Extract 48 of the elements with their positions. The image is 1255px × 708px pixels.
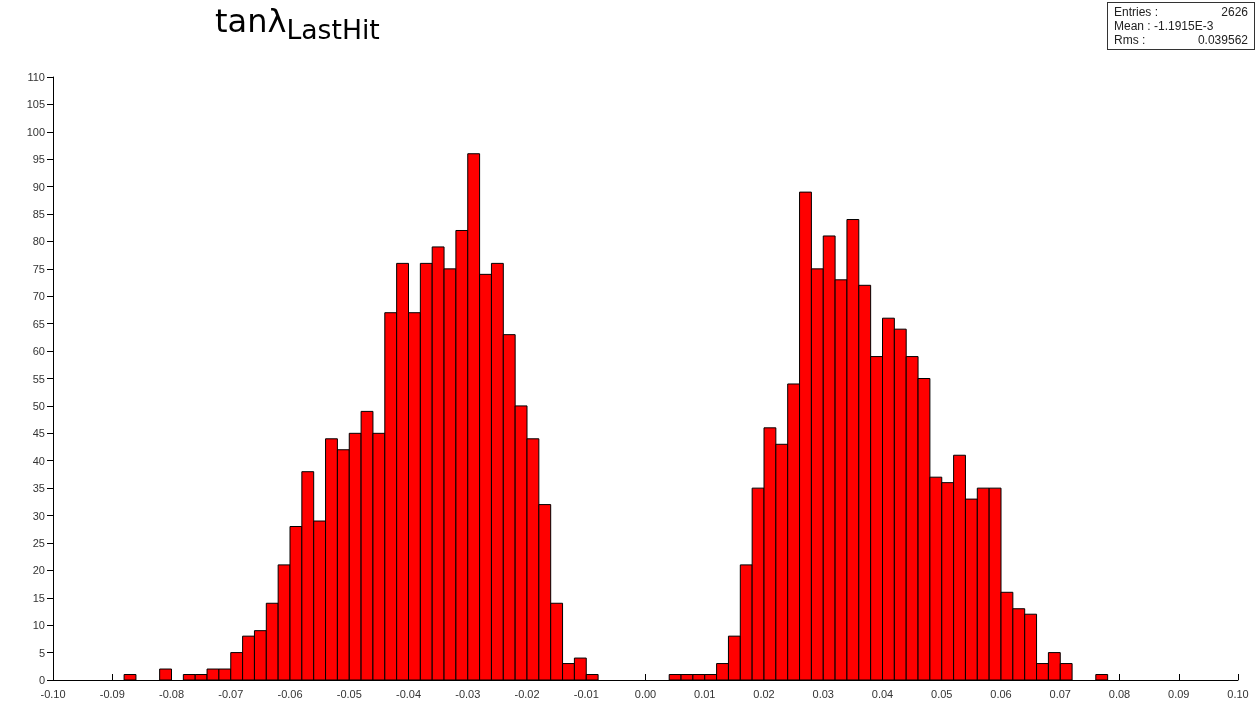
y-tick-label: 55 <box>32 372 45 385</box>
y-tick-label: 35 <box>32 482 45 495</box>
y-tick-label: 0 <box>38 674 45 686</box>
y-tick-label: 50 <box>32 399 45 412</box>
text: Mean : -1.1915E-3 <box>1114 19 1214 33</box>
y-tick-label: 110 <box>27 71 45 83</box>
y-tick-label: 100 <box>26 125 45 138</box>
x-tick-label: 0.09 <box>1168 687 1190 700</box>
x-tick-label: -0.03 <box>455 687 481 700</box>
y-tick-label: 40 <box>32 454 45 467</box>
y-tick-label: 80 <box>32 235 45 248</box>
chart-title: tanλ$_{LastHit}$ <box>215 2 380 46</box>
y-tick-label: 5 <box>38 646 45 659</box>
y-tick-label: 25 <box>32 536 45 549</box>
x-tick-label: 0.05 <box>931 687 953 700</box>
x-tick-label: -0.05 <box>336 687 362 700</box>
x-tick-label: -0.10 <box>40 687 66 700</box>
y-tick-label: 20 <box>32 564 45 577</box>
y-tick-label: 75 <box>32 262 45 275</box>
y-tick-label: 90 <box>32 180 45 193</box>
x-tick-label: 0.00 <box>634 687 657 700</box>
x-tick-label: -0.06 <box>277 687 303 700</box>
y-tick-label: 10 <box>32 619 45 632</box>
y-tick-label: 70 <box>32 290 45 303</box>
x-tick-label: 0.10 <box>1227 687 1249 700</box>
y-tick-label: 105 <box>26 98 45 111</box>
x-tick-label: -0.07 <box>218 687 244 700</box>
y-tick-label: 30 <box>32 509 45 522</box>
x-tick-label: 0.04 <box>871 687 894 700</box>
x-tick-label: -0.04 <box>395 687 422 700</box>
y-tick-label: 65 <box>32 317 45 330</box>
text: Entries : 2626 <box>1114 5 1248 19</box>
y-tick-label: 95 <box>32 153 45 166</box>
y-tick-label: 85 <box>32 208 45 221</box>
y-tick-label: 15 <box>32 591 45 604</box>
x-tick-label: 0.08 <box>1108 687 1131 700</box>
x-tick-label: 0.01 <box>694 687 716 700</box>
y-tick-label: 60 <box>32 345 45 358</box>
y-tick-label: 45 <box>32 427 45 440</box>
x-tick-label: 0.06 <box>990 687 1012 700</box>
x-tick-label: 0.03 <box>812 687 834 700</box>
text: Rms : 0.039562 <box>1114 33 1248 47</box>
x-tick-label: -0.08 <box>158 687 185 700</box>
x-tick-label: -0.01 <box>573 687 599 700</box>
x-tick-label: -0.02 <box>514 687 540 700</box>
x-tick-label: 0.02 <box>753 687 775 700</box>
x-tick-label: 0.07 <box>1049 687 1071 700</box>
x-tick-label: -0.09 <box>99 687 125 700</box>
